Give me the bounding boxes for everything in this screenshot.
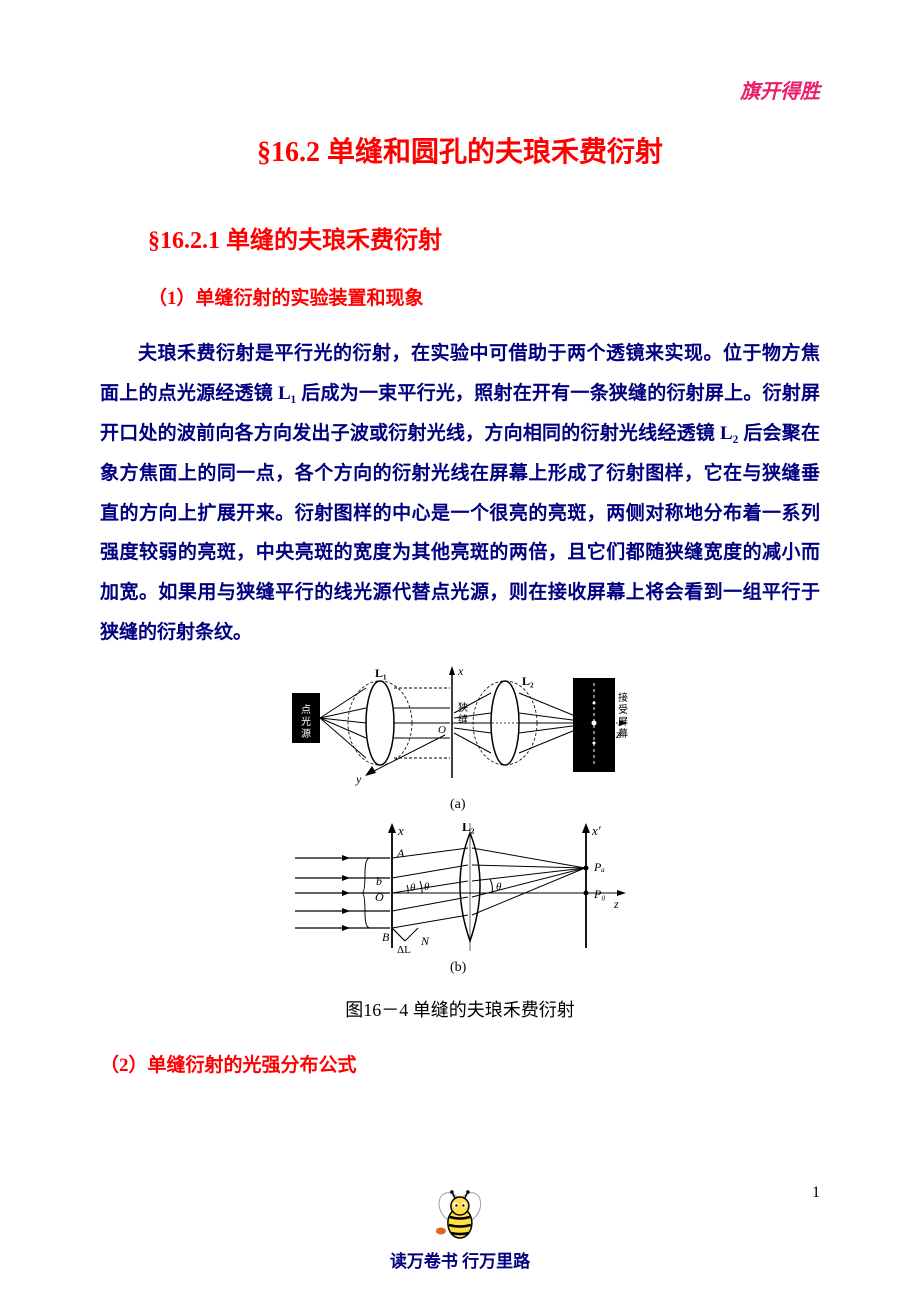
section1-heading: （1）单缝衍射的实验装置和现象 (100, 283, 820, 310)
label-y: y (355, 772, 362, 786)
svg-text:受: 受 (618, 704, 628, 716)
page-footer: 读万卷书 行万里路 (390, 1189, 530, 1272)
label-B: B (382, 930, 390, 944)
label-z2: z (613, 897, 619, 911)
label-A: A (396, 846, 405, 860)
svg-text:屏: 屏 (618, 716, 628, 728)
label-a: (a) (450, 797, 466, 812)
svg-text:源: 源 (301, 727, 311, 740)
bee-icon (433, 1189, 487, 1243)
svg-text:θ: θ (424, 881, 430, 893)
label-L2: L₂ (522, 674, 534, 688)
label-N: N (420, 934, 430, 948)
label-screen: 接 (618, 691, 628, 704)
label-blabel: (b) (450, 960, 467, 975)
label-L2b: L₂ (462, 823, 475, 834)
label-slit: 狭 (458, 701, 468, 714)
section2-heading: （2）单缝衍射的光强分布公式 (100, 1050, 820, 1077)
label-theta: θ (410, 882, 416, 894)
page-content: §16.2 单缝和圆孔的夫琅禾费衍射 §16.2.1 单缝的夫琅禾费衍射 （1）… (0, 0, 920, 1077)
label-x: x (457, 664, 464, 678)
diagram-figure-b: x A b O B θ θ ΔL N L (290, 823, 630, 978)
diagram-caption: 图16－4 单缝的夫琅禾费衍射 (100, 996, 820, 1022)
label-b: b (376, 874, 382, 888)
diagram-container: 点 光 源 L₁ x 狭 缝 O (290, 663, 630, 978)
label-DeltaL: ΔL (397, 944, 411, 956)
label-Pa: Pₐ (593, 860, 605, 874)
label-L1: L₁ (375, 666, 387, 680)
page-title: §16.2 单缝和圆孔的夫琅禾费衍射 (100, 130, 820, 170)
label-x2: x (397, 823, 404, 838)
label-O: O (438, 724, 446, 736)
section-subtitle: §16.2.1 单缝的夫琅禾费衍射 (100, 220, 820, 255)
svg-text:θ: θ (496, 881, 502, 893)
page-number: 1 (812, 1184, 820, 1202)
header-watermark: 旗开得胜 (740, 75, 820, 104)
label-P0: P₀ (593, 887, 606, 901)
label-source: 点 (301, 704, 311, 716)
svg-text:缝: 缝 (458, 713, 468, 726)
label-O2: O (375, 890, 384, 904)
diagram-figure-a: 点 光 源 L₁ x 狭 缝 O (290, 663, 630, 823)
label-xprime: x′ (591, 823, 601, 838)
svg-text:光: 光 (301, 715, 311, 728)
footer-text: 读万卷书 行万里路 (390, 1247, 530, 1272)
section1-body: 夫琅禾费衍射是平行光的衍射，在实验中可借助于两个透镜来实现。位于物方焦面上的点光… (100, 334, 820, 653)
svg-text:幕: 幕 (618, 727, 628, 740)
